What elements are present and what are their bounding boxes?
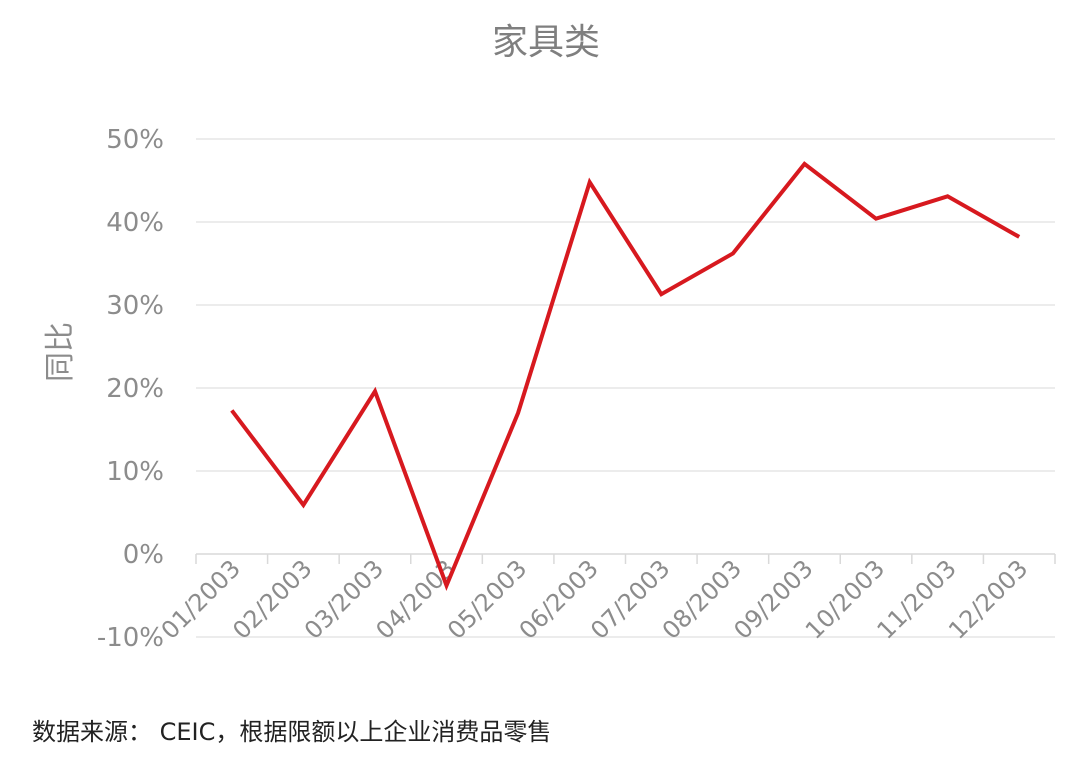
x-axis-ticks: 01/200302/200303/200304/200305/200306/20…	[156, 554, 1056, 645]
y-tick-label: 40%	[106, 208, 164, 238]
series-layer	[230, 161, 1021, 591]
y-tick-label: 20%	[106, 374, 164, 404]
y-axis-ticks: -10% 0% 10% 20% 30% 40% 50%	[97, 125, 164, 653]
y-tick-label: 50%	[106, 125, 164, 155]
y-tick-label: 0%	[123, 540, 164, 570]
y-tick-label: -10%	[97, 623, 164, 653]
line-chart: 家具类 同比 -10% 0% 10% 20% 30% 40% 50% 01/200302/2…	[43, 22, 1056, 653]
series-line	[230, 161, 1021, 591]
data-source-note: 数据来源： CEIC，根据限额以上企业消费品零售	[32, 718, 552, 746]
y-axis-label: 同比	[43, 322, 78, 382]
y-tick-label: 10%	[106, 457, 164, 487]
x-tick-label: 12/2003	[943, 554, 1033, 644]
y-tick-label: 30%	[106, 291, 164, 321]
chart-title: 家具类	[492, 22, 600, 63]
